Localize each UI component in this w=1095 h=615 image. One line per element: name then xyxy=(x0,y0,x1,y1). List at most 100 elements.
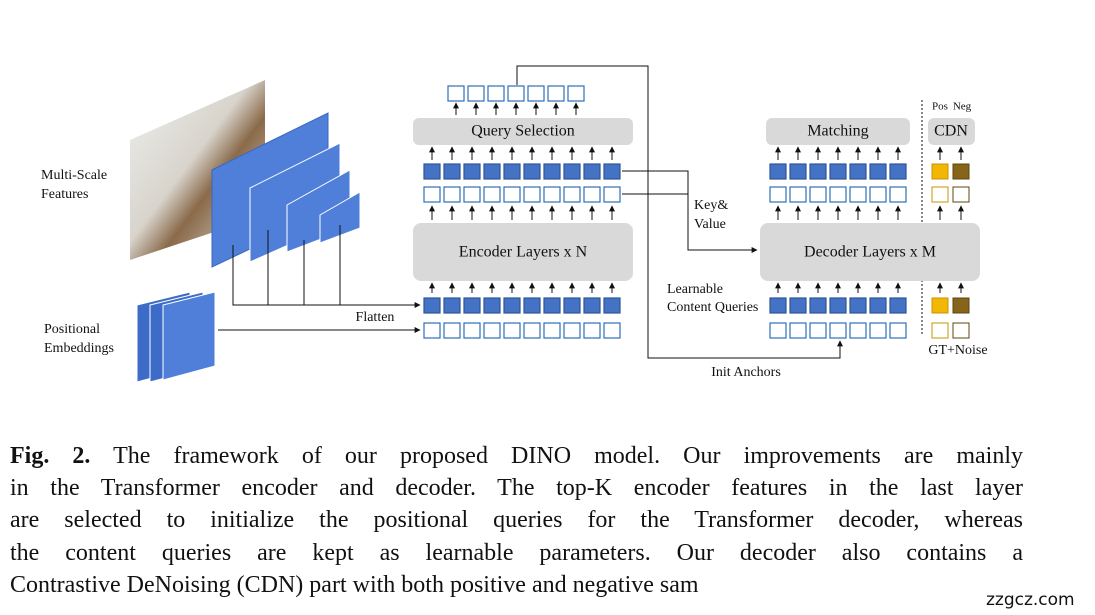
token xyxy=(849,297,867,314)
tokens xyxy=(423,85,970,339)
token xyxy=(523,163,541,180)
label: Query Selection xyxy=(471,123,575,140)
label: Features xyxy=(41,187,88,202)
token xyxy=(563,322,581,339)
feature-map xyxy=(319,191,361,244)
token xyxy=(849,322,867,339)
token xyxy=(809,186,827,203)
token xyxy=(583,297,601,314)
token xyxy=(423,322,441,339)
token xyxy=(809,163,827,180)
token xyxy=(869,186,887,203)
token xyxy=(563,297,581,314)
cdn-token xyxy=(952,322,970,339)
token xyxy=(829,297,847,314)
token xyxy=(503,322,521,339)
token xyxy=(543,297,561,314)
token xyxy=(447,85,465,102)
token xyxy=(523,322,541,339)
token xyxy=(603,186,621,203)
token xyxy=(507,85,525,102)
label: Init Anchors xyxy=(711,365,781,380)
token xyxy=(889,322,907,339)
watermark: zzgcz.com xyxy=(986,590,1075,610)
cdn-token xyxy=(931,322,949,339)
token xyxy=(889,163,907,180)
token xyxy=(543,163,561,180)
token xyxy=(503,163,521,180)
token xyxy=(889,186,907,203)
token xyxy=(769,322,787,339)
connectors xyxy=(218,65,923,359)
label: Multi-Scale xyxy=(41,168,107,183)
label: Encoder Layers x N xyxy=(459,244,588,261)
caption-line: are selected to initialize the positiona… xyxy=(10,507,1023,534)
token xyxy=(503,297,521,314)
token xyxy=(483,186,501,203)
label: Embeddings xyxy=(44,341,114,356)
token xyxy=(789,186,807,203)
token xyxy=(463,186,481,203)
token xyxy=(467,85,485,102)
token xyxy=(483,163,501,180)
label: CDN xyxy=(934,123,968,140)
token xyxy=(809,297,827,314)
token xyxy=(523,186,541,203)
token xyxy=(463,297,481,314)
token xyxy=(563,186,581,203)
caption-line: in the Transformer encoder and decoder. … xyxy=(10,475,1023,502)
caption-label: Fig. 2. xyxy=(10,443,91,469)
token xyxy=(563,163,581,180)
label: Flatten xyxy=(356,310,395,325)
label: GT+Noise xyxy=(928,343,987,358)
token xyxy=(789,297,807,314)
token xyxy=(869,322,887,339)
label: Positional xyxy=(44,322,100,337)
pos-embed xyxy=(162,291,216,381)
cdn-box xyxy=(928,118,975,145)
token xyxy=(769,297,787,314)
token xyxy=(789,163,807,180)
cdn-token xyxy=(952,186,970,203)
token xyxy=(829,322,847,339)
token xyxy=(583,186,601,203)
encoder-box xyxy=(413,223,633,281)
token xyxy=(789,322,807,339)
token xyxy=(769,163,787,180)
token xyxy=(829,163,847,180)
framework-diagram: Multi-Scale Features Positional Embeddin… xyxy=(41,65,988,383)
cdn-token xyxy=(931,297,949,314)
caption: Fig. 2. The framework of our proposed DI… xyxy=(10,440,1023,601)
token xyxy=(567,85,585,102)
token xyxy=(603,322,621,339)
token xyxy=(583,163,601,180)
cdn-token xyxy=(931,163,949,180)
token xyxy=(527,85,545,102)
token xyxy=(583,322,601,339)
query-selection-box xyxy=(413,118,633,145)
token xyxy=(889,297,907,314)
token xyxy=(869,297,887,314)
label: Pos xyxy=(932,101,948,113)
label: Value xyxy=(694,217,726,232)
token xyxy=(443,297,461,314)
token xyxy=(463,322,481,339)
token xyxy=(603,297,621,314)
token xyxy=(543,322,561,339)
token xyxy=(869,163,887,180)
token xyxy=(523,297,541,314)
cdn-token xyxy=(952,163,970,180)
token xyxy=(503,186,521,203)
decoder-box xyxy=(760,223,980,281)
label: Learnable xyxy=(667,282,723,297)
token xyxy=(443,163,461,180)
token xyxy=(443,322,461,339)
caption-line: Fig. 2. The framework of our proposed DI… xyxy=(10,440,1023,472)
token xyxy=(487,85,505,102)
token xyxy=(603,163,621,180)
token xyxy=(849,186,867,203)
token xyxy=(849,163,867,180)
token xyxy=(483,297,501,314)
label: Matching xyxy=(807,123,868,140)
